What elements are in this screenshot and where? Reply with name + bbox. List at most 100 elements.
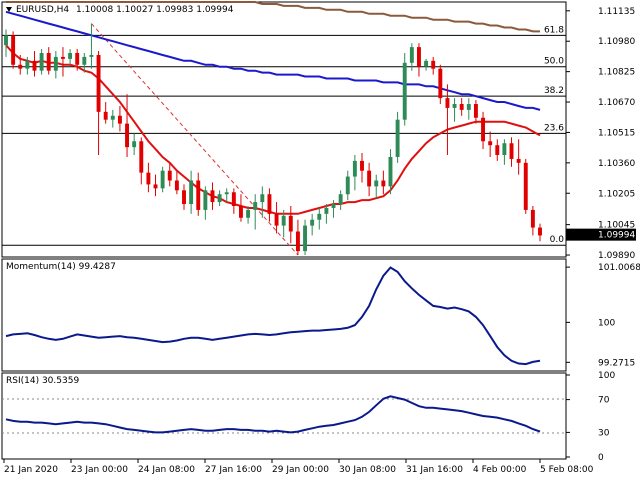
ma-mid-line [5,10,541,111]
candle-bear [75,53,80,65]
candle-bear [431,60,436,69]
fib-diagonal-line[interactable] [91,23,299,256]
price-tick-label: 1.10045 [598,221,635,231]
candle-bull [502,143,507,155]
candle-bear [488,141,493,146]
candle-bear [459,104,464,110]
fib-level-label: 38.2 [544,86,564,96]
candle-bull [132,141,137,148]
candle-bull [466,104,471,110]
candle-bear [167,170,172,181]
candle-bear [46,53,51,71]
rsi-line [5,395,541,434]
momentum-tick-label: 99.2715 [598,358,635,368]
candle-bear [530,209,535,228]
rsi-tick-label: 0 [598,453,604,463]
candle-bear [125,123,129,148]
current-price-label: 1.09994 [598,231,635,241]
time-tick-label: 21 Jan 2020 [4,465,58,475]
candle-bull [452,104,457,108]
candle-bull [89,54,94,57]
candle-bull [409,47,414,63]
candle-bear [196,180,201,210]
candle-bull [39,53,44,71]
candle-bear [360,160,364,171]
candle-bear [239,206,243,218]
ma-fast-line [5,44,541,215]
candle-bull [388,156,393,187]
candle-bear [523,162,528,210]
candle-bear [103,111,108,120]
time-tick-label: 4 Feb 00:00 [473,465,527,475]
rsi-pane[interactable]: RSI(14) 30.5359 [1,372,567,460]
candle-bull [352,160,357,177]
price-axis: 1.11135 1.10980 1.10825 1.10670 1.10515 1.103… [566,7,636,261]
candle-bear [495,145,500,155]
fib-level-label: 0.0 [550,235,565,245]
candle-bull [224,192,229,195]
candle-bull [160,170,165,189]
price-pane[interactable]: 61.8 50.0 38.2 23.6 0.0 EURUSD,H4 1.10008 1.… [1,1,567,258]
candle-bull [260,194,265,203]
candle-bear [516,158,521,163]
fib-level-label: 61.8 [544,25,564,35]
candle-bull [68,53,73,59]
ohlc-readout: 1.10008 1.10027 1.09983 1.09994 [76,5,234,15]
rsi-tick-label: 30 [598,428,610,438]
price-tick-label: 1.10515 [598,128,635,138]
fib-level-label: 23.6 [544,123,564,133]
candle-bear [481,117,485,142]
momentum-line [5,266,541,366]
candle-bull [317,213,322,220]
candle-bear [445,98,450,108]
candle-bull [4,35,8,46]
momentum-tick-label: 101.0068 [598,263,640,273]
price-tick-label: 1.10980 [598,37,635,47]
candle-bear [381,180,386,187]
candle-bear [538,227,542,236]
candle-bear [153,184,158,189]
candle-bear [274,213,279,226]
candle-bear [288,215,293,232]
candle-bear [267,194,272,214]
fibonacci-levels: 61.8 50.0 38.2 23.6 0.0 [2,25,566,246]
moving-averages [5,1,541,215]
candle-bear [182,190,186,205]
candle-bull [82,56,87,65]
candle-bull [253,202,258,210]
candle-bull [345,176,350,195]
candle-bull [110,115,115,120]
candle-bull [310,219,315,226]
candle-bull [303,225,307,252]
rsi-pane-border [1,372,567,460]
momentum-pane[interactable]: Momentum(14) 99.4287 [1,258,567,372]
candle-bear [295,231,300,252]
time-tick-label: 23 Jan 00:00 [71,465,128,475]
momentum-label: Momentum(14) 99.4287 [6,262,116,272]
candle-bull [246,209,251,218]
candle-bull [374,180,379,187]
time-tick-label: 27 Jan 16:00 [205,465,262,475]
price-tick-label: 1.10670 [598,98,635,108]
time-axis: 21 Jan 2020 23 Jan 00:00 24 Jan 08:00 27 Ja… [3,459,594,475]
current-price-box [566,228,636,241]
price-tick-label: 1.11135 [598,7,635,17]
time-tick-label: 29 Jan 00:00 [272,465,329,475]
candle-bull [203,190,208,210]
time-tick-label: 5 Feb 08:00 [540,465,594,475]
price-tick-label: 1.10205 [598,189,635,199]
candle-bull [281,215,286,226]
candle-bull [217,194,222,203]
candle-bull [324,207,329,214]
candle-bear [18,64,23,69]
candle-bear [174,180,179,191]
chevron-down-icon[interactable] [6,7,12,12]
rsi-tick-label: 100 [598,371,615,381]
candle-bull [53,56,58,71]
price-tick-label: 1.09890 [598,251,635,261]
rsi-tick-label: 70 [598,396,610,406]
candle-bear [96,54,101,112]
momentum-pane-border [1,258,567,372]
